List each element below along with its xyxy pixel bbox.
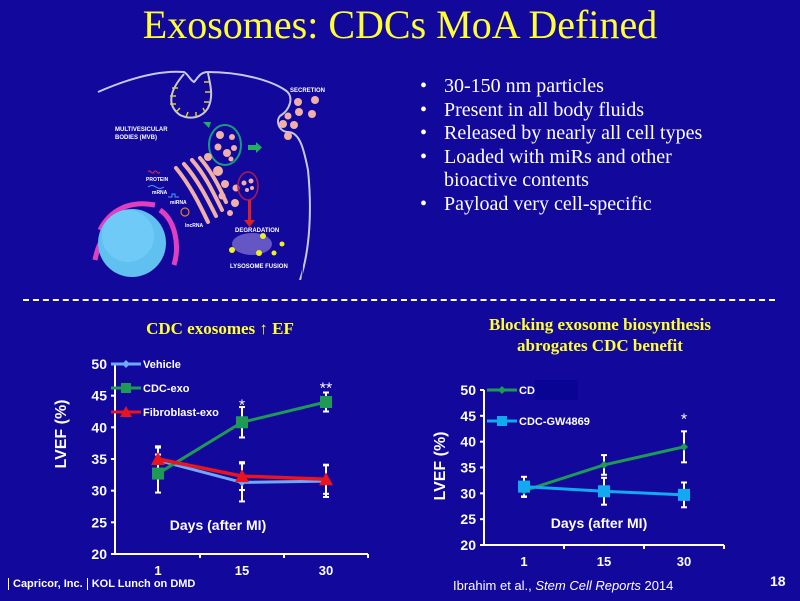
label-lncrna: lncRNA [185, 223, 203, 229]
y-tick-label: 40 [460, 434, 476, 450]
bullet-item: • Payload very cell-specific [420, 193, 710, 217]
y-tick-label: 20 [91, 546, 107, 562]
y-tick-label: 50 [460, 382, 476, 398]
right-chart-title: Blocking exosome biosynthesis abrogates … [440, 314, 760, 356]
golgi [174, 156, 228, 224]
legend-label: Vehicle [143, 359, 181, 371]
bullet-item: • Loaded with miRs and other bioactive co… [420, 146, 710, 193]
citation: Ibrahim et al., Stem Cell Reports 2014 [453, 578, 673, 593]
bullet-text: 30-150 nm particles [444, 75, 604, 97]
label-mrna: mRNA [152, 190, 168, 196]
data-point [678, 488, 690, 501]
data-point [598, 485, 610, 498]
slide-title: Exosomes: CDCs MoA Defined [142, 2, 658, 47]
footer-separator [86, 578, 88, 591]
legend-label: CDC-exo [143, 383, 190, 395]
data-point [600, 460, 608, 469]
bullet-text: Released by nearly all cell types [444, 122, 703, 144]
bullet-item: • 30-150 nm particles [420, 75, 710, 99]
bullet-text: Payload very cell-specific [444, 192, 652, 215]
x-axis-label: Days (after MI) [551, 515, 647, 531]
y-tick-label: 30 [91, 483, 107, 499]
footer-left: Capricor, Inc. KOL Lunch on DMD [4, 578, 196, 591]
bullet-icon: • [420, 122, 428, 144]
bullet-item: • Present in all body fluids [420, 99, 710, 123]
label-protein: PROTEIN [146, 177, 169, 183]
y-tick-label: 25 [460, 511, 476, 527]
legend-label: Fibroblast-exo [143, 407, 219, 419]
left-chart-title: CDC exosomes ↑ EF [146, 319, 294, 338]
bullet-icon: • [420, 98, 428, 121]
legend-marker [120, 406, 132, 417]
legend-marker [121, 383, 131, 393]
label-mirna: miRNA [170, 200, 187, 206]
footer-event: KOL Lunch on DMD [91, 578, 196, 590]
secreted-exosomes [279, 96, 319, 140]
y-tick-label: 45 [91, 388, 107, 404]
citation-year: 2014 [640, 578, 674, 593]
citation-authors: Ibrahim et al., [453, 578, 536, 593]
footer-separator [8, 578, 9, 591]
right-chart-title-line1: Blocking exosome biosynthesis [489, 315, 711, 334]
y-tick-label: 35 [91, 451, 107, 467]
arrow-icon [203, 122, 211, 128]
legend-marker [122, 360, 130, 368]
x-tick-label: 15 [597, 554, 611, 569]
right-chart-title-line2: abrogates CDC benefit [517, 336, 683, 355]
data-point [152, 467, 164, 480]
bullet-text: Loaded with miRs and other bioactive con… [444, 145, 672, 192]
label-lysosome-fusion: LYSOSOME FUSION [230, 264, 288, 270]
legend-mask [535, 380, 578, 400]
y-tick-label: 40 [91, 419, 107, 435]
x-tick-label: 15 [235, 563, 249, 578]
bullet-item: • Released by nearly all cell types [420, 122, 710, 146]
y-tick-label: 25 [91, 514, 107, 530]
x-tick-label: 1 [520, 554, 527, 569]
y-tick-label: 20 [460, 537, 476, 553]
data-point [320, 396, 332, 408]
bullet-icon: • [420, 145, 428, 168]
label-mvb: MULTIVESICULAR [115, 127, 168, 133]
y-tick-label: 50 [91, 356, 107, 372]
bullet-list: • 30-150 nm particles • Present in all bod… [420, 75, 710, 216]
legend-marker [498, 386, 506, 394]
data-point [235, 469, 249, 483]
footer-company: Capricor, Inc. [13, 578, 83, 590]
y-axis-label: LVEF (%) [53, 399, 70, 468]
data-point [518, 480, 530, 493]
arrow-icon [256, 142, 262, 153]
citation-journal: Stem Cell Reports [535, 578, 641, 593]
x-tick-label: 30 [677, 554, 691, 569]
y-tick-label: 35 [460, 460, 476, 476]
exosome-biogenesis-diagram: SECRETION MULTIVESICULAR BODIES (MVB) DE… [92, 70, 325, 280]
x-tick-label: 30 [319, 563, 333, 578]
legend-label: CDC-GW4869 [519, 416, 590, 428]
data-point [680, 442, 688, 451]
bullet-text: Present in all body fluids [444, 98, 644, 121]
x-axis-label: Days (after MI) [170, 517, 266, 533]
y-tick-label: 30 [460, 485, 476, 501]
dashed-divider [23, 299, 775, 301]
legend-marker [497, 416, 507, 426]
y-axis-label: LVEF (%) [432, 431, 449, 500]
significance-marker: * [681, 411, 687, 428]
bullet-icon: • [420, 192, 428, 215]
label-mvb-2: BODIES (MVB) [115, 135, 157, 141]
bullet-icon: • [420, 75, 428, 97]
label-secretion: SECRETION [290, 88, 325, 94]
label-degradation: DEGRADATION [235, 228, 279, 234]
y-tick-label: 45 [460, 408, 476, 424]
x-tick-label: 1 [154, 563, 161, 578]
mvb [208, 124, 242, 166]
significance-marker: ** [320, 380, 332, 397]
cell-membrane [97, 70, 311, 280]
data-point [319, 472, 333, 486]
significance-marker: * [239, 398, 245, 415]
data-point [151, 452, 165, 465]
arrow-icon [244, 220, 255, 227]
page-number: 18 [770, 573, 786, 589]
data-point [236, 416, 248, 429]
